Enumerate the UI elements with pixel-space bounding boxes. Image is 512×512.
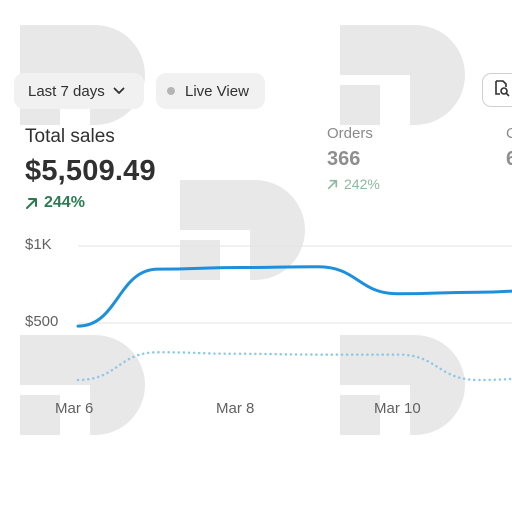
report-button[interactable] [482,73,512,107]
watermark-logo-block [20,395,60,435]
chevron-down-icon [113,87,125,95]
next-metric-value: 6 [506,148,512,170]
arrow-up-right-icon [327,179,338,189]
total-sales-metric[interactable]: Total sales $5,509.49 244% [25,126,156,212]
x-tick-label: Mar 6 [55,400,94,417]
next-metric-label: C [506,125,512,142]
orders-change: 242% [327,176,380,192]
chart-gridlines [78,245,512,324]
total-sales-value: $5,509.49 [25,155,156,187]
live-view-button[interactable]: Live View [156,73,265,109]
arrow-up-right-icon [26,197,37,209]
search-report-icon [492,79,510,102]
live-view-label: Live View [185,82,249,100]
orders-label: Orders [327,125,373,142]
sales-series-line [76,265,512,328]
total-sales-label: Total sales [25,126,115,147]
x-tick-label: Mar 10 [374,400,421,417]
status-dot-icon [167,87,175,95]
y-tick-label: $500 [25,313,59,330]
date-range-label: Last 7 days [28,82,105,100]
total-sales-change-value: 244% [44,194,85,211]
x-tick-label: Mar 8 [216,400,255,417]
sales-chart [76,245,512,382]
next-metric[interactable]: C 6 [506,125,512,171]
watermark-logo-block [340,85,380,125]
date-range-button[interactable]: Last 7 days [14,73,144,109]
y-tick-label: $1K [25,236,52,253]
total-sales-change: 244% [25,194,156,212]
comparison-series-line [76,351,512,382]
orders-value: 366 [327,148,361,170]
orders-change-value: 242% [344,176,380,192]
orders-metric[interactable]: Orders 366 242% [327,125,380,192]
watermark-logo [340,25,465,125]
